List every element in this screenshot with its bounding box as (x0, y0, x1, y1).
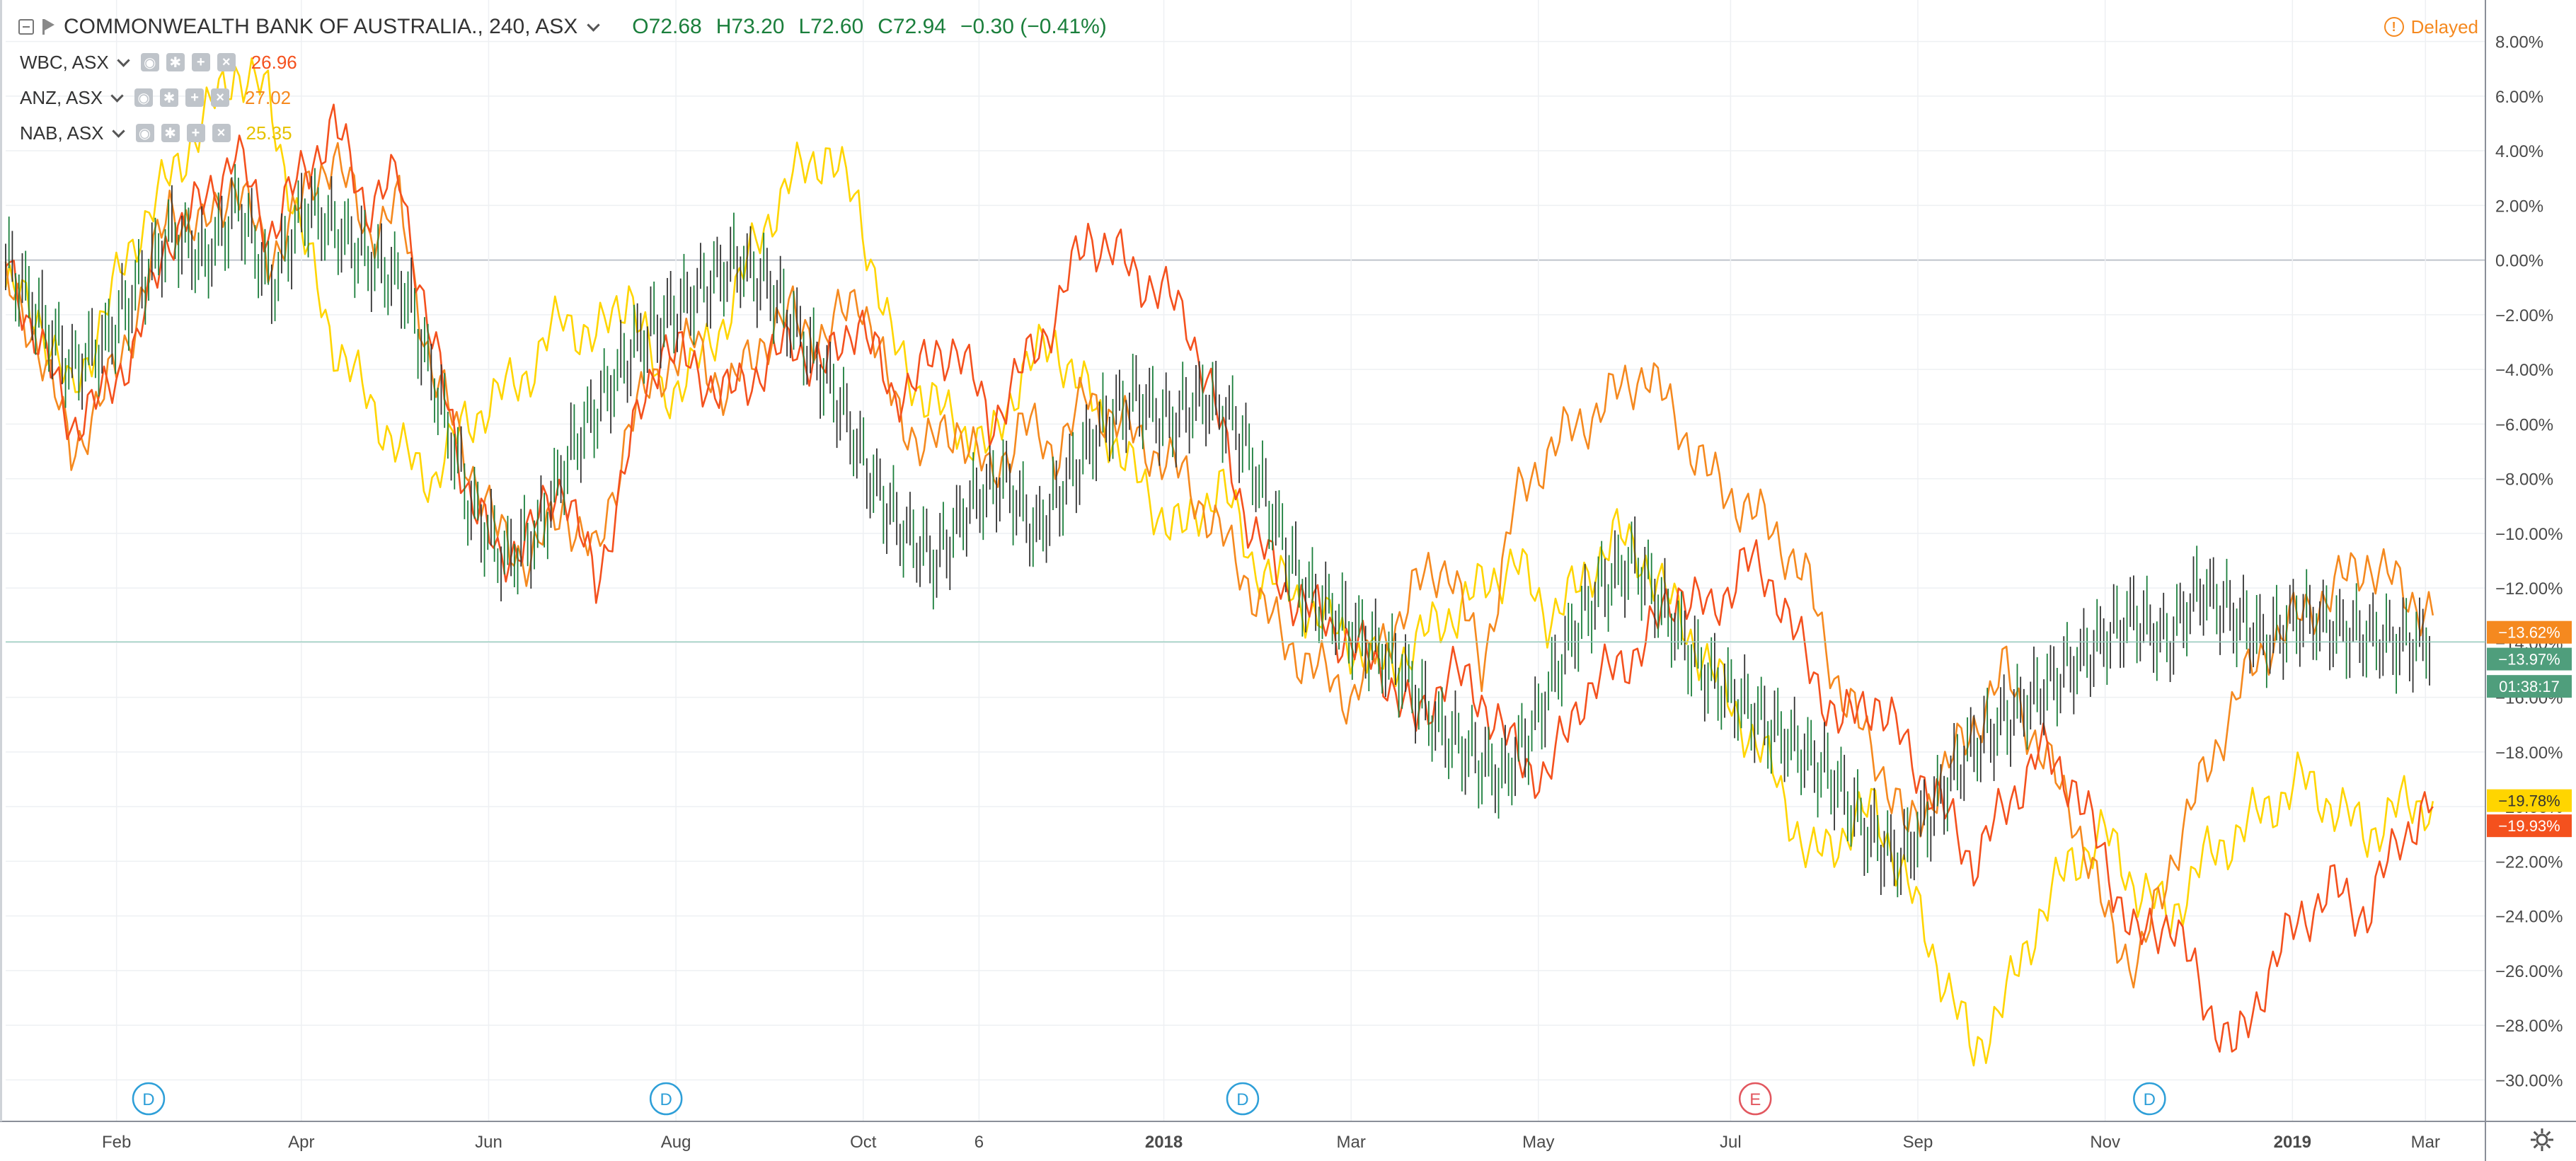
y-tick-label: −10.00% (2495, 525, 2563, 544)
nab-last-tag: −19.78% (2498, 792, 2560, 810)
flag-icon[interactable] (41, 18, 57, 36)
x-tick-label: Nov (2090, 1133, 2120, 1152)
y-tick-label: −2.00% (2495, 306, 2553, 325)
plus-icon[interactable]: + (185, 88, 205, 107)
x-tick-label: 2019 (2274, 1133, 2311, 1152)
x-tick-label: Jun (475, 1133, 502, 1152)
compare-label[interactable]: WBC, ASX (20, 51, 109, 73)
compare-legend-wbc: WBC, ASX ◉ ✱ + × 26.96 (20, 47, 297, 78)
x-tick-label: Apr (288, 1133, 314, 1152)
series-line-nab (4, 57, 2434, 1067)
eye-icon[interactable]: ◉ (134, 88, 154, 107)
cba-last-tag: −13.97% (2498, 651, 2560, 669)
open-value: O72.68 (632, 15, 702, 38)
y-tick-label: −4.00% (2495, 361, 2553, 380)
compare-label[interactable]: NAB, ASX (20, 122, 104, 144)
close-icon[interactable]: × (212, 124, 231, 142)
low-value: L72.60 (798, 15, 864, 38)
y-tick-label: 0.00% (2495, 252, 2543, 271)
anz-last-tag-bg (2487, 620, 2572, 644)
series-line-anz (4, 141, 2434, 989)
plus-icon[interactable]: + (186, 124, 205, 142)
x-tick-label: Mar (2411, 1133, 2440, 1152)
y-tick-label: −18.00% (2495, 744, 2563, 763)
y-tick-label: −26.00% (2495, 962, 2563, 981)
anz-last-tag: −13.62% (2498, 624, 2560, 642)
gear-icon[interactable] (2528, 1126, 2556, 1154)
main-legend: COMMONWEALTH BANK OF AUSTRALIA., 240, AS… (18, 11, 1107, 42)
chevron-down-icon[interactable] (587, 18, 600, 32)
y-tick-label: 8.00% (2495, 33, 2543, 52)
dividend-marker[interactable] (2133, 1082, 2166, 1116)
x-tick-label: 2018 (1145, 1133, 1183, 1152)
x-tick-label: 6 (974, 1133, 984, 1152)
x-tick-label: Oct (850, 1133, 877, 1152)
left-border (0, 0, 2, 1121)
countdown-tag: 01:38:17 (2499, 678, 2560, 695)
dividend-marker[interactable] (1226, 1082, 1260, 1116)
dividend-marker[interactable] (132, 1082, 166, 1116)
y-tick-label: 2.00% (2495, 197, 2543, 216)
compare-value: 25.35 (246, 122, 292, 144)
gear-icon[interactable]: ✱ (166, 53, 185, 71)
earnings-marker[interactable] (1738, 1082, 1772, 1116)
y-tick-label: −12.00% (2495, 579, 2563, 599)
plus-icon[interactable]: + (191, 53, 210, 71)
delayed-badge[interactable]: ! Delayed (2384, 13, 2478, 41)
y-tick-label: −6.00% (2495, 415, 2553, 434)
close-value: C72.94 (878, 15, 946, 38)
ohlc-values: O72.68 H73.20 L72.60 C72.94 −0.30 (−0.41… (632, 15, 1107, 39)
y-tick-label: −30.00% (2495, 1071, 2563, 1090)
earnings-marker-label: E (1749, 1090, 1761, 1109)
x-tick-label: May (1522, 1133, 1554, 1152)
info-icon: ! (2384, 17, 2404, 37)
dividend-marker-label: D (142, 1090, 154, 1109)
x-tick-label: Sep (1903, 1133, 1933, 1152)
wbc-last-tag: −19.93% (2498, 817, 2560, 835)
y-tick-label: −8.00% (2495, 470, 2553, 490)
countdown-bg (2487, 675, 2572, 698)
nab-last-tag-bg (2487, 789, 2572, 812)
gear-icon[interactable]: ✱ (161, 124, 180, 142)
y-tick-label: 6.00% (2495, 88, 2543, 107)
y-tick-label: 4.00% (2495, 142, 2543, 161)
y-tick-label: −24.00% (2495, 908, 2563, 927)
eye-icon[interactable]: ◉ (140, 53, 159, 71)
dividend-marker-label: D (1236, 1090, 1248, 1109)
close-icon[interactable]: × (211, 88, 230, 107)
chevron-down-icon[interactable] (117, 53, 130, 67)
x-tick-label: Mar (1337, 1133, 1366, 1152)
series-line-wbc (5, 103, 2434, 1053)
close-icon[interactable]: × (217, 53, 236, 71)
gear-icon[interactable]: ✱ (160, 88, 179, 107)
dividend-marker[interactable] (649, 1082, 683, 1116)
compare-legend-anz: ANZ, ASX ◉ ✱ + × 27.02 (20, 82, 291, 113)
delayed-label: Delayed (2410, 16, 2478, 37)
y-tick-label: −28.00% (2495, 1017, 2563, 1036)
eye-icon[interactable]: ◉ (135, 124, 154, 142)
dividend-marker-label: D (2144, 1090, 2156, 1109)
chevron-down-icon[interactable] (111, 124, 125, 138)
y-tick-label: −22.00% (2495, 853, 2563, 872)
high-value: H73.20 (715, 15, 785, 38)
change-value: −0.30 (−0.41%) (960, 15, 1107, 38)
compare-legend-nab: NAB, ASX ◉ ✱ + × 25.35 (20, 117, 292, 149)
x-tick-label: Feb (102, 1133, 131, 1152)
dividend-marker-label: D (660, 1090, 672, 1109)
compare-value: 26.96 (251, 51, 297, 73)
compare-label[interactable]: ANZ, ASX (20, 86, 103, 108)
x-tick-label: Aug (661, 1133, 691, 1152)
compare-value: 27.02 (245, 86, 292, 108)
wbc-last-tag-bg (2487, 814, 2572, 838)
collapse-icon[interactable] (18, 19, 34, 35)
cba-last-tag-bg (2487, 647, 2572, 671)
chevron-down-icon[interactable] (110, 88, 124, 103)
x-tick-label: Jul (1720, 1133, 1742, 1152)
symbol-title[interactable]: COMMONWEALTH BANK OF AUSTRALIA., 240, AS… (64, 15, 578, 38)
